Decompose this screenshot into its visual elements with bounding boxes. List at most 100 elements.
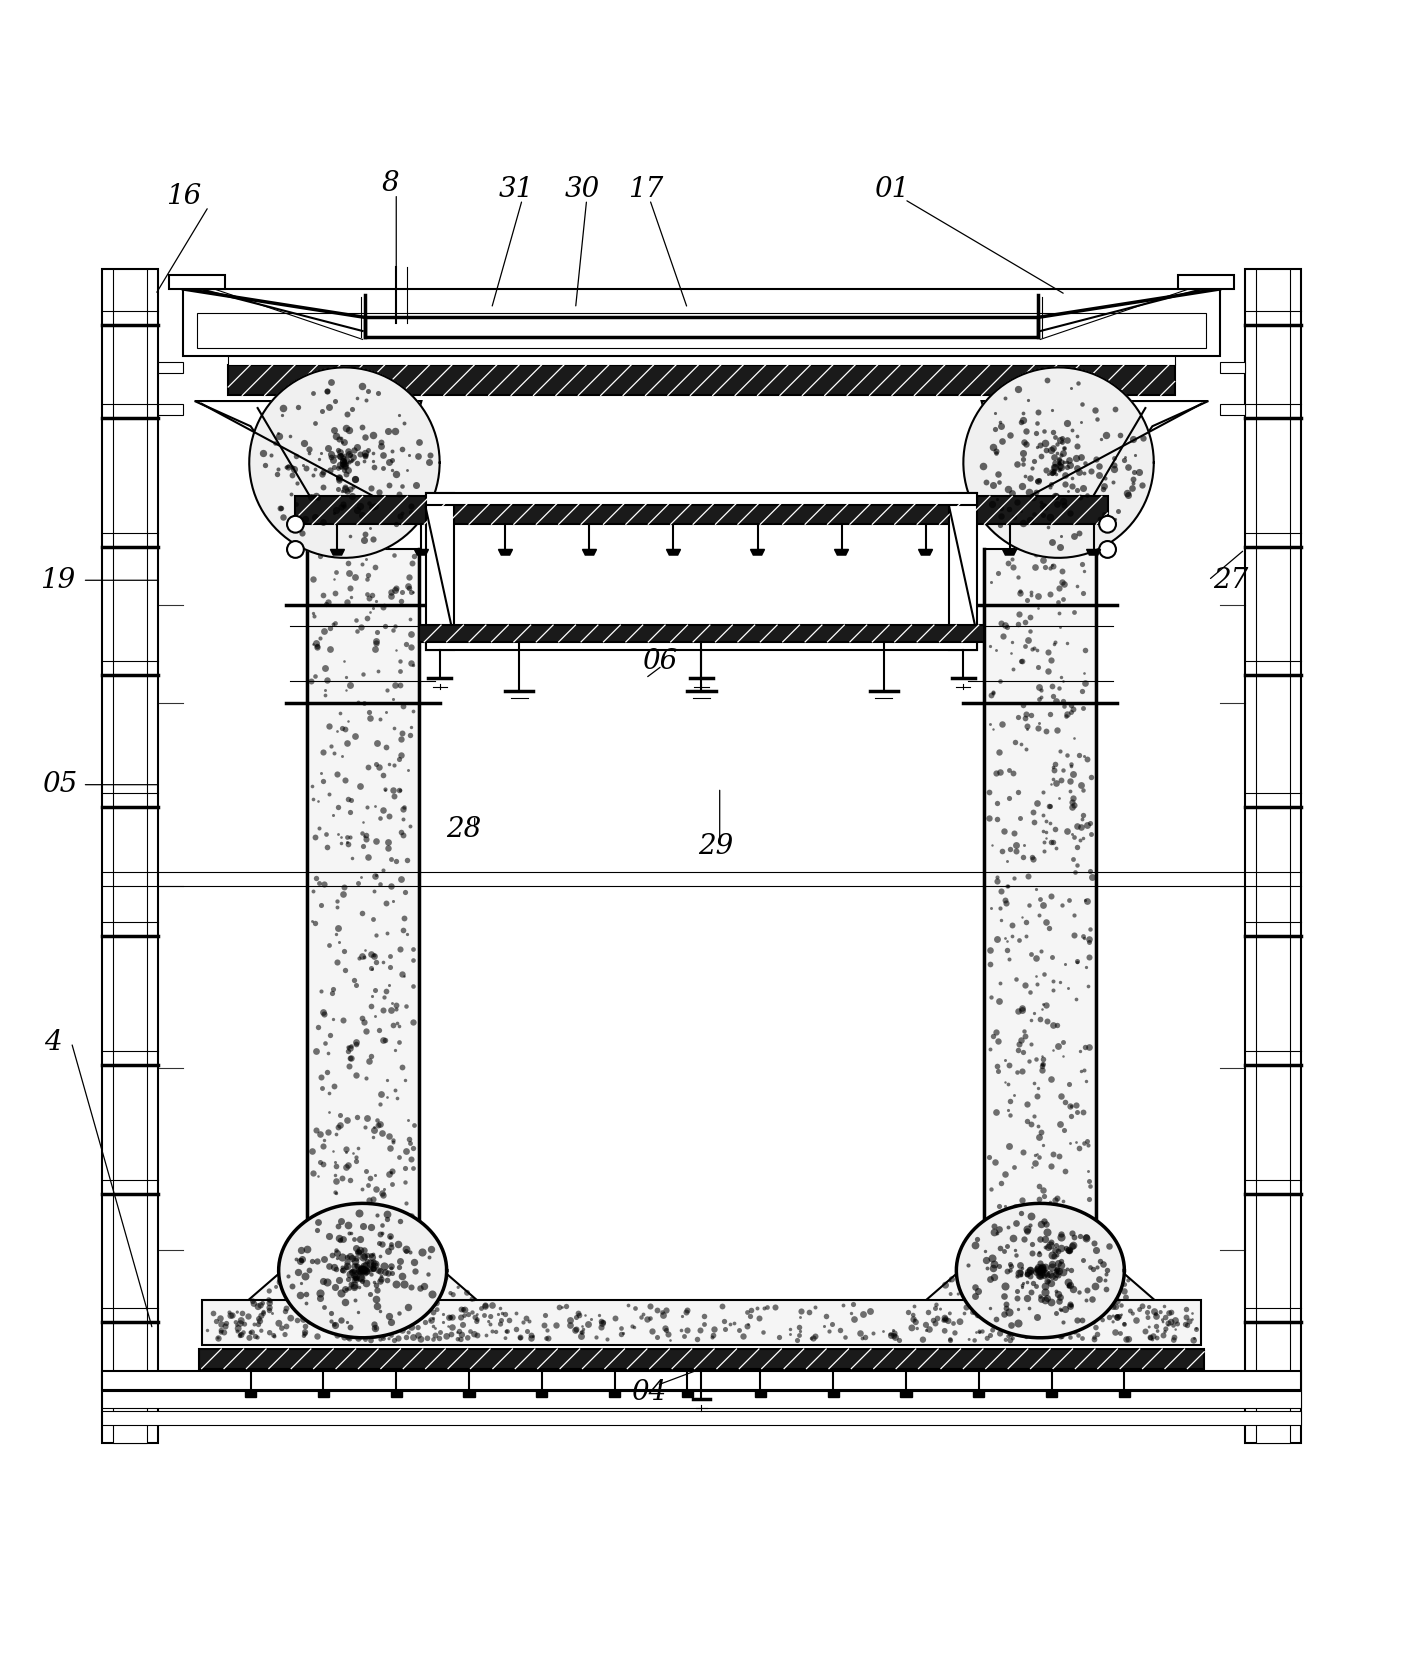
Point — [1042, 1193, 1065, 1219]
Bar — [425, 639, 978, 650]
Point — [986, 561, 1009, 587]
Point — [325, 1322, 348, 1349]
Point — [331, 430, 354, 456]
Point — [1055, 1317, 1078, 1344]
Point — [1006, 778, 1028, 805]
Point — [1045, 483, 1068, 509]
Point — [804, 1322, 826, 1349]
Point — [1052, 757, 1075, 783]
Point — [331, 448, 354, 474]
Point — [1023, 1276, 1045, 1302]
Point — [359, 1248, 382, 1274]
Point — [405, 471, 428, 498]
Point — [362, 1311, 384, 1337]
Point — [355, 1065, 377, 1092]
Point — [418, 1249, 441, 1276]
Point — [939, 1327, 961, 1354]
Point — [995, 886, 1017, 912]
Point — [1080, 1239, 1103, 1266]
Point — [1035, 820, 1058, 846]
Point — [976, 1307, 999, 1334]
Point — [996, 873, 1019, 899]
Point — [382, 1128, 404, 1155]
Point — [348, 1274, 370, 1301]
Polygon shape — [279, 1203, 446, 1337]
Point — [324, 1272, 347, 1299]
Bar — [950, 493, 978, 650]
Point — [1026, 1272, 1048, 1299]
Point — [1033, 830, 1055, 856]
Point — [309, 625, 331, 652]
Point — [347, 435, 369, 461]
Point — [382, 1012, 404, 1039]
Point — [320, 1206, 342, 1233]
Point — [991, 710, 1013, 737]
Point — [328, 929, 351, 956]
Point — [231, 1319, 254, 1345]
Point — [1038, 810, 1061, 836]
Point — [369, 1297, 391, 1324]
Point — [341, 1258, 363, 1284]
Point — [1048, 456, 1070, 483]
Point — [403, 1249, 425, 1276]
Bar — [1256, 269, 1289, 1443]
Point — [379, 1158, 401, 1185]
Point — [306, 634, 328, 660]
Point — [1028, 1258, 1051, 1284]
Point — [293, 1321, 316, 1347]
Point — [366, 730, 389, 757]
Point — [487, 1301, 509, 1327]
Point — [1068, 1289, 1090, 1316]
Point — [363, 1163, 386, 1190]
Point — [1073, 1287, 1096, 1314]
Point — [986, 1251, 1009, 1277]
Point — [982, 1251, 1005, 1277]
Point — [390, 579, 412, 606]
Point — [384, 576, 407, 602]
Point — [340, 448, 362, 474]
Point — [655, 1317, 678, 1344]
Point — [1092, 1307, 1114, 1334]
Point — [300, 1248, 323, 1274]
Bar — [102, 1390, 1301, 1408]
Point — [260, 441, 282, 468]
Point — [1058, 1324, 1080, 1350]
Bar — [199, 1349, 1204, 1369]
Polygon shape — [828, 1390, 839, 1397]
Point — [302, 461, 324, 488]
Point — [368, 1017, 390, 1044]
Point — [354, 440, 376, 466]
Point — [1058, 1314, 1080, 1340]
Point — [377, 1326, 400, 1352]
Point — [1030, 1256, 1052, 1282]
Point — [1034, 552, 1056, 579]
Point — [292, 1261, 314, 1287]
Point — [1051, 1221, 1073, 1248]
Point — [1009, 1282, 1031, 1309]
Point — [1052, 440, 1075, 466]
Point — [1110, 1292, 1132, 1319]
Point — [1072, 1304, 1094, 1331]
Point — [1016, 587, 1038, 614]
Point — [984, 1304, 1006, 1331]
Point — [304, 629, 327, 655]
Point — [376, 1201, 398, 1228]
Point — [359, 705, 382, 732]
Point — [366, 619, 389, 645]
Point — [995, 1254, 1017, 1281]
Point — [237, 1304, 260, 1331]
Point — [1048, 1296, 1070, 1322]
Point — [363, 1316, 386, 1342]
Point — [1073, 926, 1096, 952]
Point — [1104, 506, 1127, 533]
Point — [1012, 1221, 1034, 1248]
Point — [358, 1307, 380, 1334]
Point — [404, 1258, 427, 1284]
Point — [1096, 421, 1118, 448]
Point — [1163, 1327, 1186, 1354]
Point — [373, 775, 396, 801]
Point — [300, 1138, 323, 1165]
Point — [306, 1014, 328, 1040]
Bar — [418, 625, 985, 642]
Point — [351, 551, 373, 577]
